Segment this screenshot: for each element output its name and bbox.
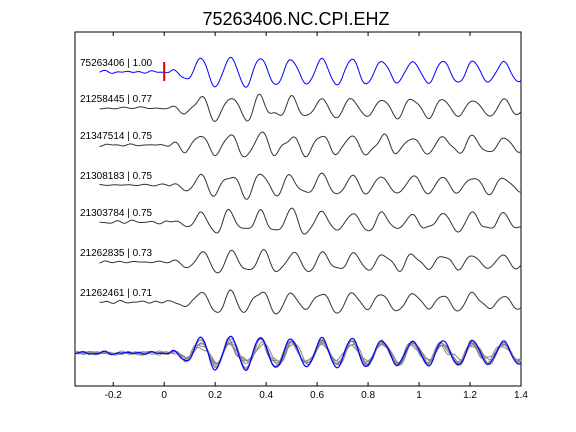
x-tick-label: 0.2 bbox=[208, 390, 222, 401]
trace-21262461 bbox=[99, 289, 522, 315]
plot-frame bbox=[74, 31, 522, 387]
trace-21258445 bbox=[99, 93, 522, 122]
trace-label-21258445: 21258445 | 0.77 bbox=[80, 94, 153, 105]
x-tick-label: 0.8 bbox=[361, 390, 375, 401]
x-tick-label: 1 bbox=[416, 390, 422, 401]
trace-21308183 bbox=[99, 172, 521, 200]
overlay-stack bbox=[74, 335, 522, 372]
trace-label-21262835: 21262835 | 0.73 bbox=[80, 248, 153, 259]
trace-label-21347514: 21347514 | 0.75 bbox=[80, 131, 153, 142]
chart-title: 75263406.NC.CPI.EHZ bbox=[202, 9, 389, 29]
trace-label-21308183: 21308183 | 0.75 bbox=[80, 171, 153, 182]
x-axis: -0.2 0 0.2 0.4 0.6 0.8 1 1.2 1.4 bbox=[105, 32, 528, 401]
trace-label-21262461: 21262461 | 0.71 bbox=[80, 288, 153, 299]
trace-labels: 75263406 | 1.00 21258445 | 0.77 21347514 |… bbox=[80, 58, 153, 299]
trace-label-21303784: 21303784 | 0.75 bbox=[80, 208, 153, 219]
x-tick-label: -0.2 bbox=[105, 390, 123, 401]
x-tick-label: 0.6 bbox=[310, 390, 324, 401]
trace-21303784 bbox=[99, 207, 522, 235]
x-tick-label: 1.2 bbox=[463, 390, 477, 401]
trace-21347514 bbox=[99, 131, 522, 158]
overlay-trace-reference bbox=[74, 335, 522, 372]
traces-layer bbox=[99, 56, 522, 315]
x-tick-label: 1.4 bbox=[514, 390, 528, 401]
trace-21262835 bbox=[99, 249, 522, 274]
trace-75263406 bbox=[99, 56, 522, 88]
trace-label-75263406: 75263406 | 1.00 bbox=[80, 58, 153, 69]
x-tick-label: 0.4 bbox=[259, 390, 273, 401]
x-tick-label: 0 bbox=[161, 390, 167, 401]
